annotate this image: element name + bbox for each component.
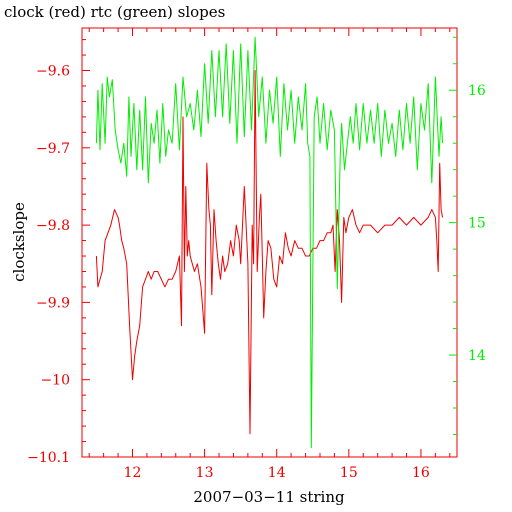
y-tick-label: −9.8 [36, 218, 70, 234]
y-tick-label: −10 [40, 373, 70, 389]
bottom-axis: 12 13 14 15 16 [88, 28, 451, 481]
plot-frame [81, 27, 458, 458]
y-axis-label: clockslope [10, 202, 28, 282]
x-tick-label: 15 [340, 465, 358, 481]
y-tick-label: −9.7 [36, 141, 70, 157]
x-axis-label: 2007−03−11 string [193, 488, 345, 506]
rtc-series-line [95, 36, 444, 449]
right-axis: 16 15 14 [449, 36, 486, 435]
clock-series-line [95, 70, 444, 435]
x-tick-label: 12 [124, 465, 142, 481]
y2-tick-label: 16 [468, 83, 486, 99]
y-tick-label: −9.9 [36, 295, 70, 311]
y-tick-label: −10.1 [27, 450, 70, 466]
y2-tick-label: 15 [468, 216, 486, 232]
y-tick-label: −9.6 [36, 64, 70, 80]
y2-tick-label: 14 [468, 348, 486, 364]
x-tick-label: 13 [196, 465, 214, 481]
chart-title: clock (red) rtc (green) slopes [4, 3, 225, 21]
x-tick-label: 16 [412, 465, 430, 481]
series-group [95, 36, 444, 449]
x-tick-label: 14 [268, 465, 286, 481]
left-axis: −9.6 −9.7 −9.8 −9.9 −10 −10.1 [27, 39, 90, 466]
